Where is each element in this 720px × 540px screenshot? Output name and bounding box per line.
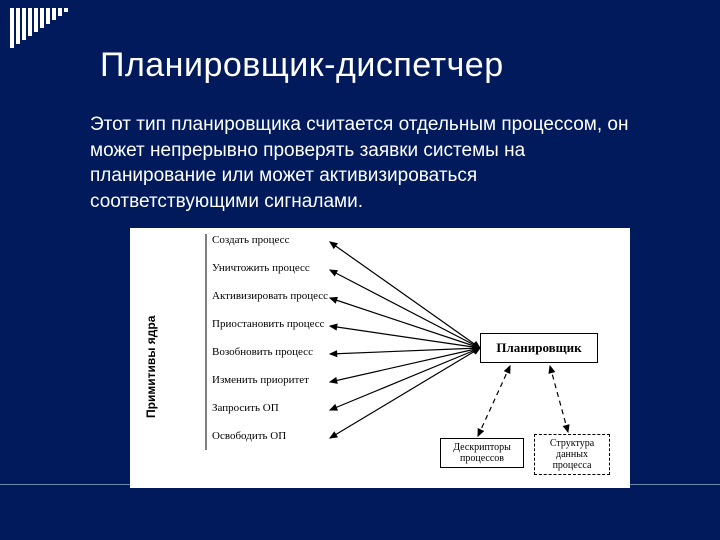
scheduler-box: Планировщик bbox=[480, 333, 598, 363]
slide-body-text: Этот тип планировщика считается отдельны… bbox=[90, 112, 650, 215]
diagram: Примитивы ядра Создать процессУничтожить… bbox=[130, 228, 630, 488]
primitive-item: Изменить приоритет bbox=[212, 374, 309, 386]
primitive-item: Освободить ОП bbox=[212, 430, 286, 442]
descriptors-box: Дескрипторыпроцессов bbox=[440, 438, 524, 468]
slide-title: Планировщик-диспетчер bbox=[100, 46, 504, 85]
primitive-item: Активизировать процесс bbox=[212, 290, 328, 302]
slide: Планировщик-диспетчер Этот тип планировщ… bbox=[0, 0, 720, 540]
primitive-item: Приостановить процесс bbox=[212, 318, 325, 330]
primitive-item: Создать процесс bbox=[212, 234, 289, 246]
primitive-item: Возобновить процесс bbox=[212, 346, 313, 358]
structure-box: Структураданныхпроцесса bbox=[534, 434, 610, 475]
corner-decor bbox=[10, 8, 70, 48]
primitive-item: Уничтожить процесс bbox=[212, 262, 310, 274]
primitive-item: Запросить ОП bbox=[212, 402, 279, 414]
